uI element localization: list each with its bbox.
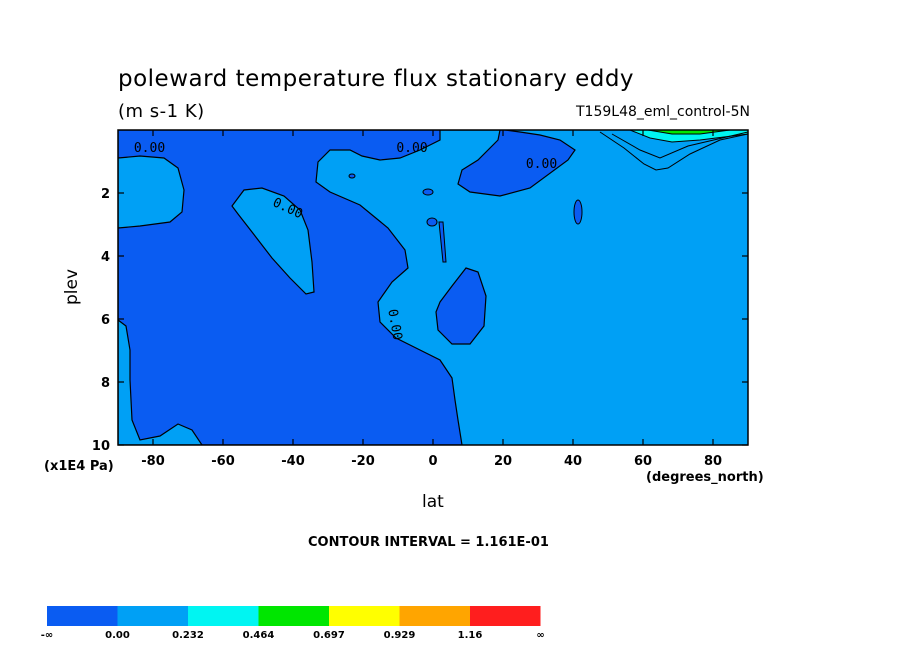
colorbar-swatch — [470, 606, 541, 626]
contour-upper-1 — [599, 131, 748, 171]
region-neg-cell — [435, 267, 487, 345]
region-neg-blob-1 — [573, 199, 583, 225]
colorbar-swatch — [329, 606, 400, 626]
contour-label: 0.00 — [384, 308, 404, 341]
x-tick-label: -40 — [281, 454, 305, 469]
colorbar-swatch — [258, 606, 329, 626]
contour-label: 0.00 — [396, 141, 427, 156]
colorbar-swatch — [117, 606, 188, 626]
y-tick-label: 2 — [101, 187, 110, 202]
x-tick-label: 80 — [704, 454, 722, 469]
y-axis-units: (x1E4 Pa) — [44, 459, 114, 474]
region-neg-main — [118, 130, 576, 445]
colorbar-label: 0.464 — [243, 630, 275, 641]
x-tick-label: 0 — [428, 454, 437, 469]
colorbar-swatch — [47, 606, 118, 626]
colorbar: -∞ 0.00 0.232 0.464 0.697 0.929 1.16 ∞ — [41, 606, 545, 641]
contour-upper-2 — [611, 131, 748, 159]
colorbar-label: 0.929 — [384, 630, 416, 641]
axis-ticks: -80 -60 -40 -20 0 20 40 60 80 2 4 6 8 10 — [92, 130, 748, 469]
region-neg-blob-4 — [438, 221, 447, 263]
x-tick-label: 20 — [494, 454, 512, 469]
y-tick-label: 8 — [101, 376, 110, 391]
colorbar-label: 0.232 — [172, 630, 204, 641]
x-tick-label: -20 — [351, 454, 375, 469]
x-tick-label: 60 — [634, 454, 652, 469]
y-tick-label: 6 — [101, 313, 110, 328]
colorbar-label: 1.16 — [458, 630, 483, 641]
x-tick-label: -60 — [211, 454, 235, 469]
x-axis-label: lat — [422, 492, 444, 512]
region-low-west — [118, 155, 185, 229]
colorbar-swatch — [188, 606, 259, 626]
plot-area — [118, 130, 748, 445]
region-neg-blob-3 — [426, 217, 438, 227]
region-c3-upper — [647, 130, 731, 135]
contour-label: 0.00 — [526, 157, 557, 172]
contour-label: 0.00 — [134, 141, 165, 156]
colorbar-label: 0.00 — [105, 630, 130, 641]
colorbar-label: ∞ — [536, 630, 544, 641]
chart-units: (m s-1 K) — [118, 101, 205, 122]
y-tick-label: 10 — [92, 439, 110, 454]
region-low-sw — [118, 319, 203, 445]
colorbar-swatch — [399, 606, 470, 626]
chart-title: poleward temperature flux stationary edd… — [118, 66, 635, 92]
y-tick-label: 4 — [101, 250, 110, 265]
x-tick-label: 40 — [564, 454, 582, 469]
run-label: T159L48_eml_control-5N — [576, 104, 750, 120]
colorbar-label: 0.697 — [313, 630, 345, 641]
colorbar-label: -∞ — [41, 630, 53, 641]
x-tick-label: -80 — [141, 454, 165, 469]
region-neg-blob-5 — [348, 173, 356, 179]
x-axis-units: (degrees_north) — [646, 470, 764, 485]
region-c2-upper — [629, 130, 748, 143]
contour-interval: CONTOUR INTERVAL = 1.161E-01 — [308, 535, 549, 550]
region-low-streak — [231, 187, 315, 295]
region-neg-blob-2 — [422, 188, 434, 196]
